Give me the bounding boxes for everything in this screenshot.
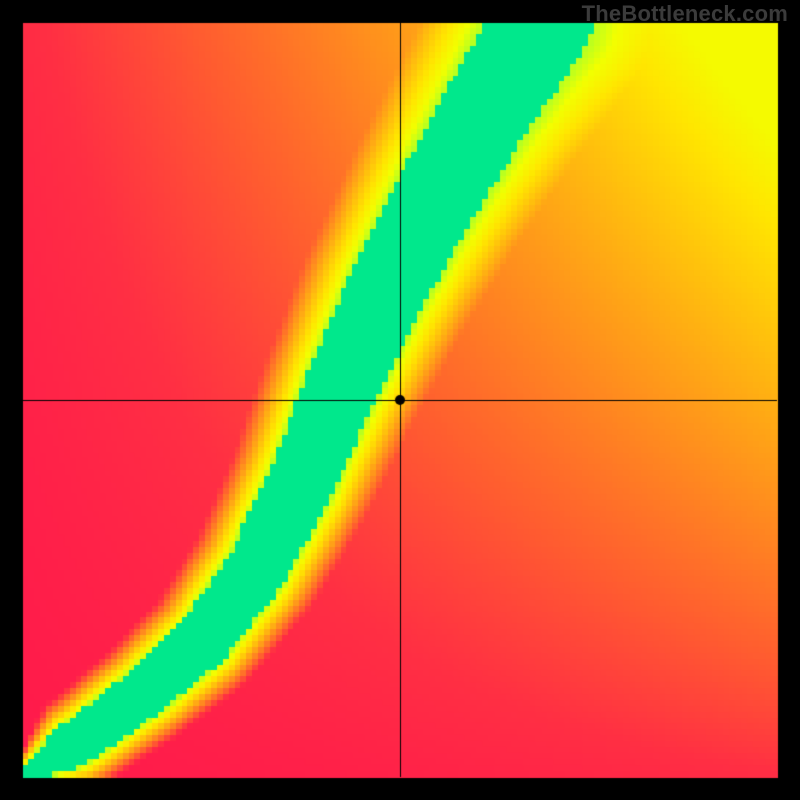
watermark: TheBottleneck.com (582, 1, 788, 27)
heatmap-canvas (0, 0, 800, 800)
